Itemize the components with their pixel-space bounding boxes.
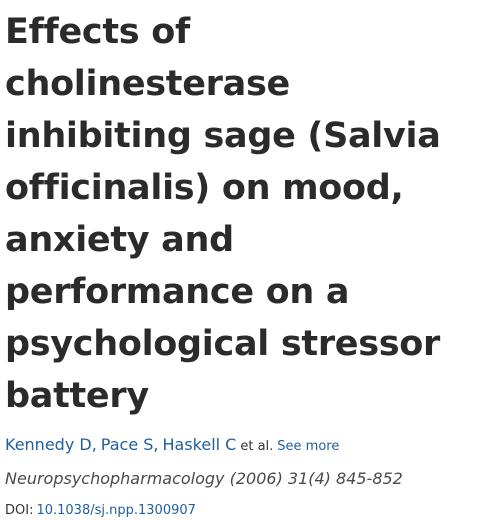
author-link[interactable]: Kennedy D, (5, 435, 97, 454)
page-body: {"article": { "title": "Effects of choli… (5, 12, 441, 518)
article-title: Effects of cholinesterase inhibiting sag… (5, 12, 441, 416)
doi-label: DOI: (5, 503, 34, 518)
see-more-link[interactable]: See more (277, 439, 340, 454)
et-al: et al. (240, 439, 274, 454)
author-link[interactable]: Haskell C (162, 435, 237, 454)
article-card: Effects of cholinesterase inhibiting sag… (5, 12, 441, 518)
doi-line: DOI: 10.1038/sj.npp.1300907 (5, 502, 486, 520)
doi-link[interactable]: 10.1038/sj.npp.1300907 (36, 503, 196, 518)
journal-citation: Neuropsychopharmacology (2006) 31(4) 845… (5, 469, 403, 488)
author-link[interactable]: Pace S, (100, 435, 159, 454)
